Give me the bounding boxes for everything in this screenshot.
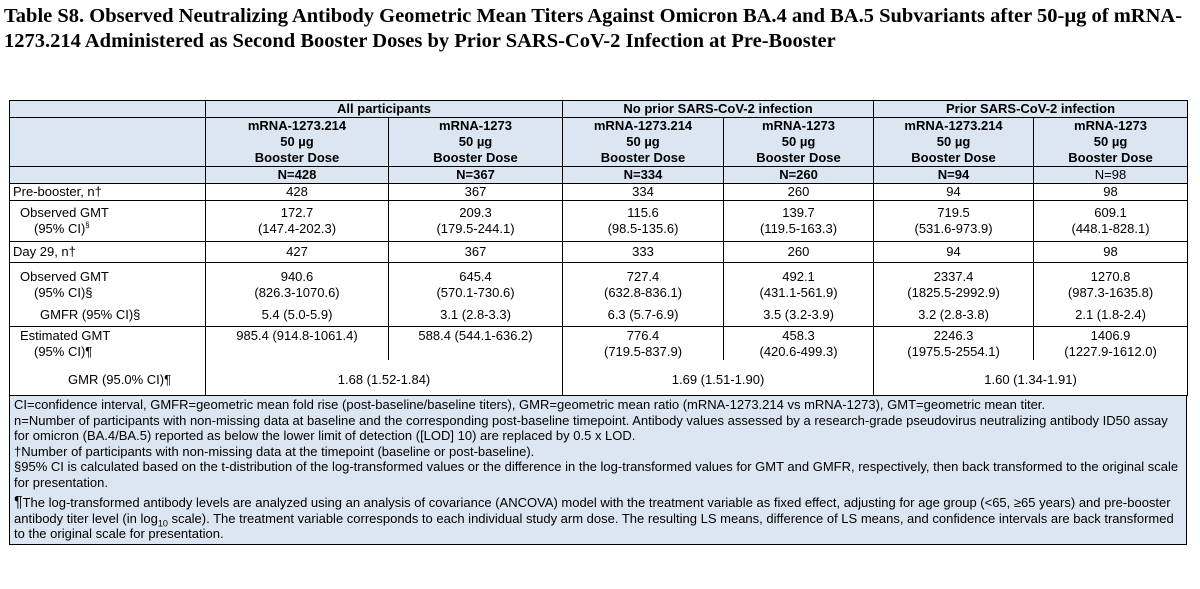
row-label: Day 29, n† <box>9 241 206 263</box>
cell: 776.4 (719.5-837.9) <box>562 326 725 360</box>
cell: 588.4 (544.1-636.2) <box>387 326 564 360</box>
cell: 209.3 (179.5-244.1) <box>387 200 564 242</box>
cell: 334 <box>562 183 725 201</box>
arm-n: N=367 <box>387 166 564 184</box>
row-label: Observed GMT (95% CI)§ <box>9 262 206 301</box>
cell: 985.4 (914.8-1061.4) <box>205 326 389 360</box>
cell: 139.7 (119.5-163.3) <box>723 200 875 242</box>
table-row: Day 29, n† 427 367 333 260 94 98 <box>9 241 1189 263</box>
cell: 367 <box>387 183 564 201</box>
table-row: Observed GMT (95% CI)§ 172.7 (147.4-202.3… <box>9 200 1189 242</box>
cell: 719.5 (531.6-973.9) <box>873 200 1035 242</box>
cell: 94 <box>873 241 1035 263</box>
cell: 260 <box>723 183 875 201</box>
cell: 609.1 (448.1-828.1) <box>1033 200 1189 242</box>
cell: 940.6 (826.3-1070.6) <box>205 262 389 301</box>
row-label: Estimated GMT (95% CI)¶ <box>9 326 206 360</box>
cell: 5.4 (5.0-5.9) <box>205 301 389 327</box>
group-no-prior: No prior SARS-CoV-2 infection <box>562 100 875 118</box>
arm-header: mRNA-1273 50 µg Booster Dose <box>1033 117 1189 167</box>
group-all: All participants <box>204 100 564 118</box>
row-label: GMR (95.0% CI)¶ <box>9 360 206 396</box>
cell: 727.4 (632.8-836.1) <box>562 262 725 301</box>
cell: 645.4 (570.1-730.6) <box>387 262 564 301</box>
table-row: Estimated GMT (95% CI)¶ 985.4 (914.8-106… <box>9 326 1189 360</box>
arm-n: N=94 <box>873 166 1035 184</box>
footnote: n=Number of participants with non-missin… <box>14 412 1168 444</box>
cell: 6.3 (5.7-6.9) <box>562 301 725 327</box>
table-container: All participants No prior SARS-CoV-2 inf… <box>9 100 1189 545</box>
arm-n: N=334 <box>562 166 725 184</box>
stub-header <box>9 100 206 118</box>
cell: 2337.4 (1825.5-2992.9) <box>873 262 1035 301</box>
footnote: †Number of participants with non-missing… <box>14 443 535 459</box>
cell: 94 <box>873 183 1035 201</box>
cell: 1.68 (1.52-1.84) <box>204 360 564 396</box>
cell: 1270.8 (987.3-1635.8) <box>1033 262 1189 301</box>
table-row: Observed GMT (95% CI)§ 940.6 (826.3-1070.… <box>9 262 1189 301</box>
arm-header: mRNA-1273 50 µg Booster Dose <box>387 117 564 167</box>
cell: 2.1 (1.8-2.4) <box>1033 301 1189 327</box>
arm-header: mRNA-1273.214 50 µg Booster Dose <box>562 117 725 167</box>
group-header-row: All participants No prior SARS-CoV-2 inf… <box>9 100 1189 118</box>
cell: 1.69 (1.51-1.90) <box>562 360 875 396</box>
cell: 1406.9 (1227.9-1612.0) <box>1033 326 1189 360</box>
arm-header-row: mRNA-1273.214 50 µg Booster Dose mRNA-1273… <box>9 117 1189 167</box>
cell: 3.5 (3.2-3.9) <box>723 301 875 327</box>
cell: 427 <box>205 241 389 263</box>
stub-header-2 <box>9 117 206 167</box>
cell: 492.1 (431.1-561.9) <box>723 262 875 301</box>
arm-n: N=98 <box>1033 166 1189 184</box>
footnote: CI=confidence interval, GMFR=geometric m… <box>14 397 1046 412</box>
table-row: Pre-booster, n† 428 367 334 260 94 98 <box>9 183 1189 201</box>
arm-header: mRNA-1273.214 50 µg Booster Dose <box>873 117 1035 167</box>
n-header-row: N=428 N=367 N=334 N=260 N=94 N=98 <box>9 166 1189 184</box>
arm-header: mRNA-1273.214 50 µg Booster Dose <box>205 117 389 167</box>
footnotes: CI=confidence interval, GMFR=geometric m… <box>9 396 1187 545</box>
cell: 1.60 (1.34-1.91) <box>873 360 1189 396</box>
cell: 3.1 (2.8-3.3) <box>387 301 564 327</box>
footnote: §95% CI is calculated based on the t-dis… <box>14 459 1179 490</box>
cell: 367 <box>387 241 564 263</box>
cell: 458.3 (420.6-499.3) <box>723 326 875 360</box>
cell: 98 <box>1033 183 1189 201</box>
cell: 3.2 (2.8-3.8) <box>873 301 1035 327</box>
table-title: Table S8. Observed Neutralizing Antibody… <box>4 5 1183 52</box>
cell: 172.7 (147.4-202.3) <box>205 200 389 242</box>
results-table: All participants No prior SARS-CoV-2 inf… <box>9 100 1189 396</box>
cell: 98 <box>1033 241 1189 263</box>
arm-n: N=260 <box>723 166 875 184</box>
table-row: GMFR (95% CI)§ 5.4 (5.0-5.9) 3.1 (2.8-3.… <box>9 301 1189 327</box>
cell: 115.6 (98.5-135.6) <box>562 200 725 242</box>
arm-n: N=428 <box>205 166 389 184</box>
stub-header-3 <box>9 166 206 184</box>
cell: 333 <box>562 241 725 263</box>
row-label: GMFR (95% CI)§ <box>9 301 206 327</box>
cell: 2246.3 (1975.5-2554.1) <box>873 326 1035 360</box>
row-label: Pre-booster, n† <box>9 183 206 201</box>
footnote: ¶The log-transformed antibody levels are… <box>14 494 1174 542</box>
row-label: Observed GMT (95% CI)§ <box>9 200 206 242</box>
table-row: GMR (95.0% CI)¶ 1.68 (1.52-1.84) 1.69 (1… <box>9 360 1189 396</box>
group-prior: Prior SARS-CoV-2 infection <box>873 100 1189 118</box>
arm-header: mRNA-1273 50 µg Booster Dose <box>723 117 875 167</box>
cell: 428 <box>205 183 389 201</box>
cell: 260 <box>723 241 875 263</box>
